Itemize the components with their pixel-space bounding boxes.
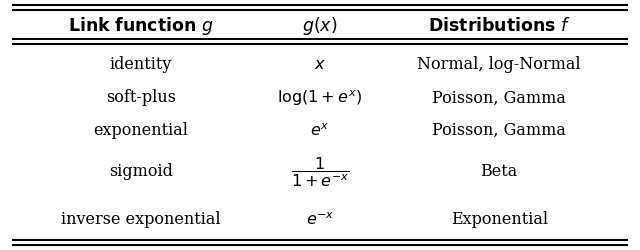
Text: $e^{x}$: $e^{x}$	[310, 122, 330, 138]
Text: Exponential: Exponential	[451, 210, 548, 227]
Text: Poisson, Gamma: Poisson, Gamma	[432, 122, 566, 138]
Text: $e^{-x}$: $e^{-x}$	[306, 210, 334, 227]
Text: Poisson, Gamma: Poisson, Gamma	[432, 89, 566, 106]
Text: exponential: exponential	[93, 122, 188, 138]
Text: Normal, log-Normal: Normal, log-Normal	[417, 55, 581, 72]
Text: soft-plus: soft-plus	[106, 89, 176, 106]
Text: identity: identity	[109, 55, 172, 72]
Text: $\log(1 + e^{x})$: $\log(1 + e^{x})$	[278, 88, 362, 107]
Text: $\bf{Link\ function}$ $g$: $\bf{Link\ function}$ $g$	[68, 15, 214, 37]
Text: $\dfrac{1}{1+e^{-x}}$: $\dfrac{1}{1+e^{-x}}$	[291, 154, 349, 188]
Text: $x$: $x$	[314, 56, 326, 71]
Text: $\bf{Distributions}$ $f$: $\bf{Distributions}$ $f$	[428, 17, 571, 35]
Text: inverse exponential: inverse exponential	[61, 210, 221, 227]
Text: Beta: Beta	[481, 163, 518, 180]
Text: sigmoid: sigmoid	[109, 163, 173, 180]
Text: $g(x)$: $g(x)$	[302, 15, 338, 37]
